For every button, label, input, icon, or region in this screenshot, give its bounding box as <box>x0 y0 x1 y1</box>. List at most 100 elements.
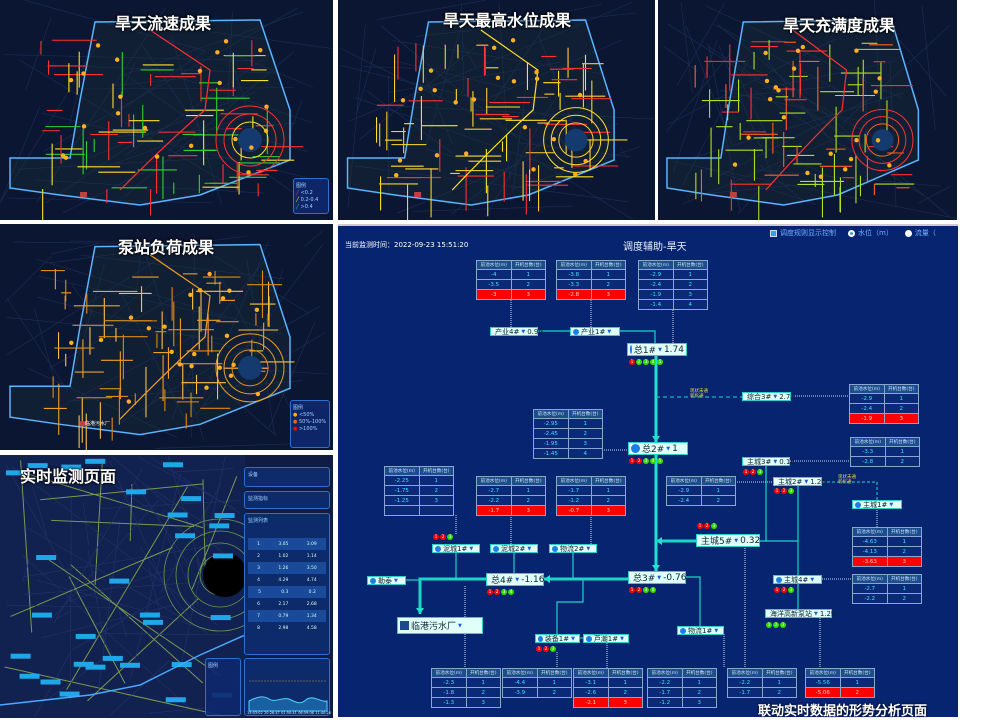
pump-load-map[interactable] <box>0 224 333 450</box>
pump-station-node[interactable]: 装备1# ▼ <box>535 634 580 643</box>
dropdown-icon[interactable]: ▼ <box>666 445 671 452</box>
dropdown-icon[interactable]: ▼ <box>657 574 662 581</box>
pump-station-node[interactable]: 临港污水厂 ▼ <box>397 617 483 634</box>
pump-station-marker <box>207 271 212 277</box>
pump-station-node[interactable]: 芦潮1# ▼ <box>583 634 629 643</box>
pump-station-marker <box>471 97 477 102</box>
monitor-tag <box>27 463 48 469</box>
pump-station-node[interactable]: 主城3# ▼ 0.15 <box>742 457 795 466</box>
pump-on-lamp: 4 <box>650 587 656 593</box>
pump-station-node[interactable]: 总1# ▼ 1.74 <box>627 343 687 356</box>
monitor-row[interactable]: 1 3.05 3.09 <box>248 538 326 550</box>
dropdown-icon[interactable]: ▼ <box>889 501 894 508</box>
pump-station-node[interactable]: 主城1# ▼ <box>852 500 902 509</box>
pump-station-marker <box>791 66 797 71</box>
flow-speed-map-panel[interactable]: 旱天流速成果 图例 ╱ <0.2 ╱ 0.2-0.4 ╱ >0.4 <box>0 0 333 220</box>
pump-station-node[interactable]: 产业1# ▼ <box>570 327 620 336</box>
pump-station-node[interactable]: 物流1# ▼ <box>677 626 724 635</box>
pump-station-node[interactable]: 产业4# ▼ 0.99 <box>490 327 543 336</box>
station-name: 主城3# <box>747 457 772 466</box>
legend-item: ● <50% <box>293 412 315 418</box>
monitor-row[interactable]: 7 0.79 1.34 <box>248 610 326 622</box>
dropdown-icon[interactable]: ▼ <box>658 346 662 353</box>
dropdown-icon[interactable]: ▼ <box>804 478 809 485</box>
fullness-map[interactable] <box>658 0 957 220</box>
dropdown-icon[interactable]: ▼ <box>734 537 739 544</box>
monitor-row[interactable]: 6 2.17 2.68 <box>248 598 326 610</box>
pump-station-marker <box>126 399 131 404</box>
pump-station-node[interactable]: 总4# ▼ -1.16 <box>486 573 544 586</box>
dropdown-icon[interactable]: ▼ <box>521 328 526 335</box>
dropdown-icon[interactable]: ▼ <box>814 610 818 617</box>
monitor-tag <box>31 612 52 618</box>
panel-title: 旱天流速成果 <box>115 14 212 33</box>
pump-station-node[interactable]: 主城2# ▼ 1.26 <box>773 477 826 486</box>
pump-on-lamp: 3 <box>447 534 453 540</box>
pump-station-node[interactable]: 泥城2# ▼ <box>490 544 538 553</box>
pump-station-node[interactable]: 海洋高新泵站 ▼ 1.29 <box>765 609 835 618</box>
forebay-level-table: 前池水位(m) 开机台数(台) -2.9 1 -2.4 2 -1.9 3 -1.4 4 <box>638 260 708 310</box>
dropdown-icon[interactable]: ▼ <box>714 627 719 634</box>
monitor-tag <box>126 489 147 495</box>
dropdown-icon[interactable]: ▼ <box>773 458 778 465</box>
monitor-tag <box>165 697 186 703</box>
forebay-level-table: 前池水位(m) 开机台数(台) -2.95 1 -2.45 2 -1.95 3 -1.45 4 <box>533 409 603 459</box>
forebay-level-table: 前池水位(m) 开机台数(台) -2.9 1 -2.4 2 -1.9 3 <box>849 384 919 424</box>
station-value: -1.16 <box>521 574 545 585</box>
station-name: 产业1# <box>581 327 606 336</box>
forebay-level-table: 前池水位(m) 开机台数(台) -2.25 1 -1.75 2 -1.25 3 <box>384 466 454 516</box>
max-level-map-panel[interactable]: 旱天最高水位成果 <box>338 0 655 220</box>
water-level-radio[interactable]: 水位（m） <box>848 228 893 238</box>
monitor-tag <box>175 533 196 539</box>
monitor-row[interactable]: 5 0.3 0.2 <box>248 586 326 598</box>
fullness-map-panel[interactable]: 旱天充满度成果 <box>658 0 957 220</box>
max-level-map[interactable] <box>338 0 655 220</box>
flow-radio[interactable]: 流量（ <box>904 228 936 238</box>
district-boundary <box>9 19 291 206</box>
dropdown-icon[interactable]: ▼ <box>469 545 474 552</box>
pump-station-node[interactable]: 综合3# ▼ 2.74 <box>742 392 795 401</box>
dispatch-schematic-panel: 当前监测时间：2022-09-23 15:51:20 调度辅助-旱天 调度规则显… <box>338 224 958 719</box>
station-value: 1 <box>672 443 678 454</box>
station-value: 1.74 <box>663 344 684 355</box>
pump-station-node[interactable]: 主城4# ▼ <box>773 575 822 584</box>
pump-station-marker <box>95 43 101 48</box>
dropdown-icon[interactable]: ▼ <box>586 545 591 552</box>
dropdown-icon[interactable]: ▼ <box>607 328 612 335</box>
pump-station-node[interactable]: 总3# ▼ -0.76 <box>628 571 686 584</box>
pump-station-node[interactable]: 总2# ▼ 1 <box>628 442 688 455</box>
pump-station-marker <box>511 79 517 84</box>
legend-item: ● 50%-100% <box>293 419 327 425</box>
dropdown-icon[interactable]: ▼ <box>458 622 462 629</box>
dropdown-icon[interactable]: ▼ <box>571 635 575 642</box>
dropdown-icon[interactable]: ▼ <box>515 576 520 583</box>
dropdown-icon[interactable]: ▼ <box>810 576 815 583</box>
rule-display-checkbox[interactable]: 调度规则显示控制 <box>770 228 836 238</box>
forebay-level-table: 前池水位(m) 开机台数(台) -2.7 1 -2.2 2 -1.7 3 <box>476 476 546 516</box>
pipe <box>766 486 799 542</box>
pump-station-marker <box>204 385 209 390</box>
dropdown-icon[interactable]: ▼ <box>527 545 532 552</box>
dropdown-icon[interactable]: ▼ <box>394 577 398 584</box>
dropdown-icon[interactable]: ▼ <box>620 635 624 642</box>
monitor-panel[interactable]: 实时监测页面 设备 监测指标 监测列表 1 3.05 3.09 2 1.02 1.14 3 1.… <box>0 455 333 718</box>
legend-item: ╱ >0.4 <box>296 204 313 210</box>
forebay-level-table: 前池水位(m) 开机台数(台) -2.2 1 -1.7 2 -1.2 3 <box>647 668 717 708</box>
pump-load-map-panel[interactable]: 泵站负荷成果 临港污水厂 图例 ● <50% ● 50%-100% ● >100… <box>0 224 333 450</box>
monitor-tag <box>143 619 164 625</box>
pump-station-node[interactable]: 勒泰 ▼ <box>367 576 406 585</box>
dropdown-icon[interactable]: ▼ <box>773 393 778 400</box>
monitor-row[interactable]: 3 1.26 3.50 <box>248 562 326 574</box>
monitor-row[interactable]: 8 2.98 4.58 <box>248 622 326 634</box>
pump-station-node[interactable]: 泥城1# ▼ <box>432 544 480 553</box>
monitor-map[interactable] <box>0 455 245 718</box>
pump-station-marker <box>264 104 269 109</box>
flow-speed-map[interactable] <box>0 0 333 220</box>
pump-off-lamp: 2 <box>440 534 446 540</box>
monitor-row[interactable]: 2 1.02 1.14 <box>248 550 326 562</box>
pump-station-node[interactable]: 主城5# ▼ 0.32 <box>696 534 760 547</box>
monitor-row[interactable]: 4 4.29 4.74 <box>248 574 326 586</box>
pump-station-node[interactable]: 物流2# ▼ <box>549 544 597 553</box>
